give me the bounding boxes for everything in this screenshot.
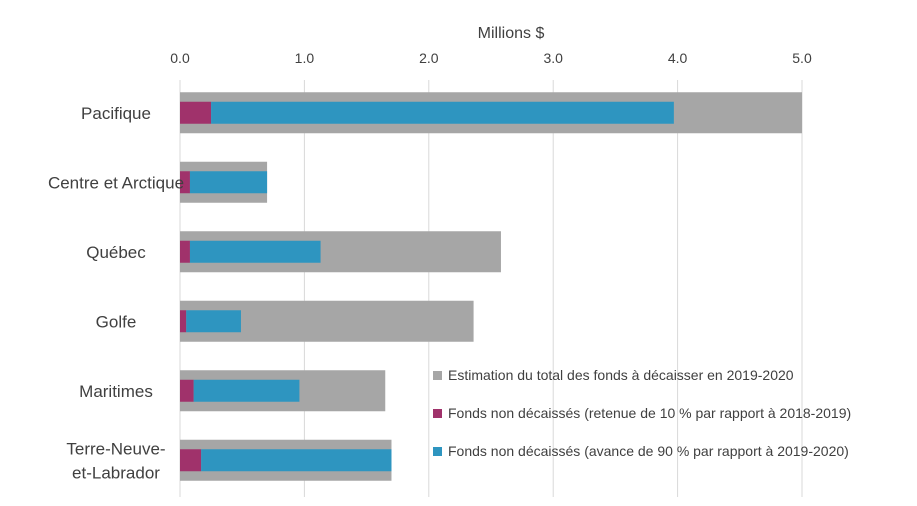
- bar-avance-2: [189, 171, 268, 194]
- legend-label: Estimation du total des fonds à décaisse…: [448, 367, 794, 383]
- bar-retenue-1: [180, 101, 212, 124]
- x-axis-ticks: 0.0 1.0 2.0 3.0 4.0 5.0: [170, 50, 812, 66]
- bar-retenue-2: [180, 171, 190, 194]
- x-tick-label: 3.0: [543, 50, 563, 66]
- bar-retenue-4: [180, 310, 187, 333]
- category-label: Terre-Neuve-: [66, 439, 165, 458]
- bar-avance-1: [211, 101, 674, 124]
- bars: [180, 92, 802, 481]
- bar-avance-6: [201, 449, 392, 472]
- legend-swatch: [433, 371, 442, 380]
- x-tick-label: 1.0: [295, 50, 315, 66]
- category-label: Golfe: [96, 312, 137, 331]
- legend-label: Fonds non décaissés (avance de 90 % par …: [448, 443, 849, 459]
- category-label: Pacifique: [81, 104, 151, 123]
- gridlines: [179, 80, 803, 497]
- category-label: et-Labrador: [72, 463, 160, 482]
- bar-avance-5: [193, 379, 300, 402]
- category-label: Centre et Arctique: [48, 173, 184, 192]
- x-tick-label: 0.0: [170, 50, 190, 66]
- bar-avance-3: [189, 240, 321, 263]
- bar-avance-4: [186, 310, 241, 333]
- bar-retenue-3: [180, 240, 190, 263]
- x-axis-title: Millions $: [478, 25, 545, 42]
- category-label: Québec: [86, 243, 146, 262]
- legend-label: Fonds non décaissés (retenue de 10 % par…: [448, 405, 851, 421]
- legend-swatch: [433, 447, 442, 456]
- x-tick-label: 5.0: [792, 50, 812, 66]
- category-label: Maritimes: [79, 382, 153, 401]
- bar-retenue-5: [180, 379, 194, 402]
- legend-swatch: [433, 409, 442, 418]
- x-tick-label: 4.0: [668, 50, 688, 66]
- category-labels: Pacifique Centre et Arctique Québec Golfe Ma…: [48, 104, 184, 483]
- x-tick-label: 2.0: [419, 50, 439, 66]
- bar-retenue-6: [180, 449, 202, 472]
- legend: Estimation du total des fonds à décaisse…: [433, 367, 851, 459]
